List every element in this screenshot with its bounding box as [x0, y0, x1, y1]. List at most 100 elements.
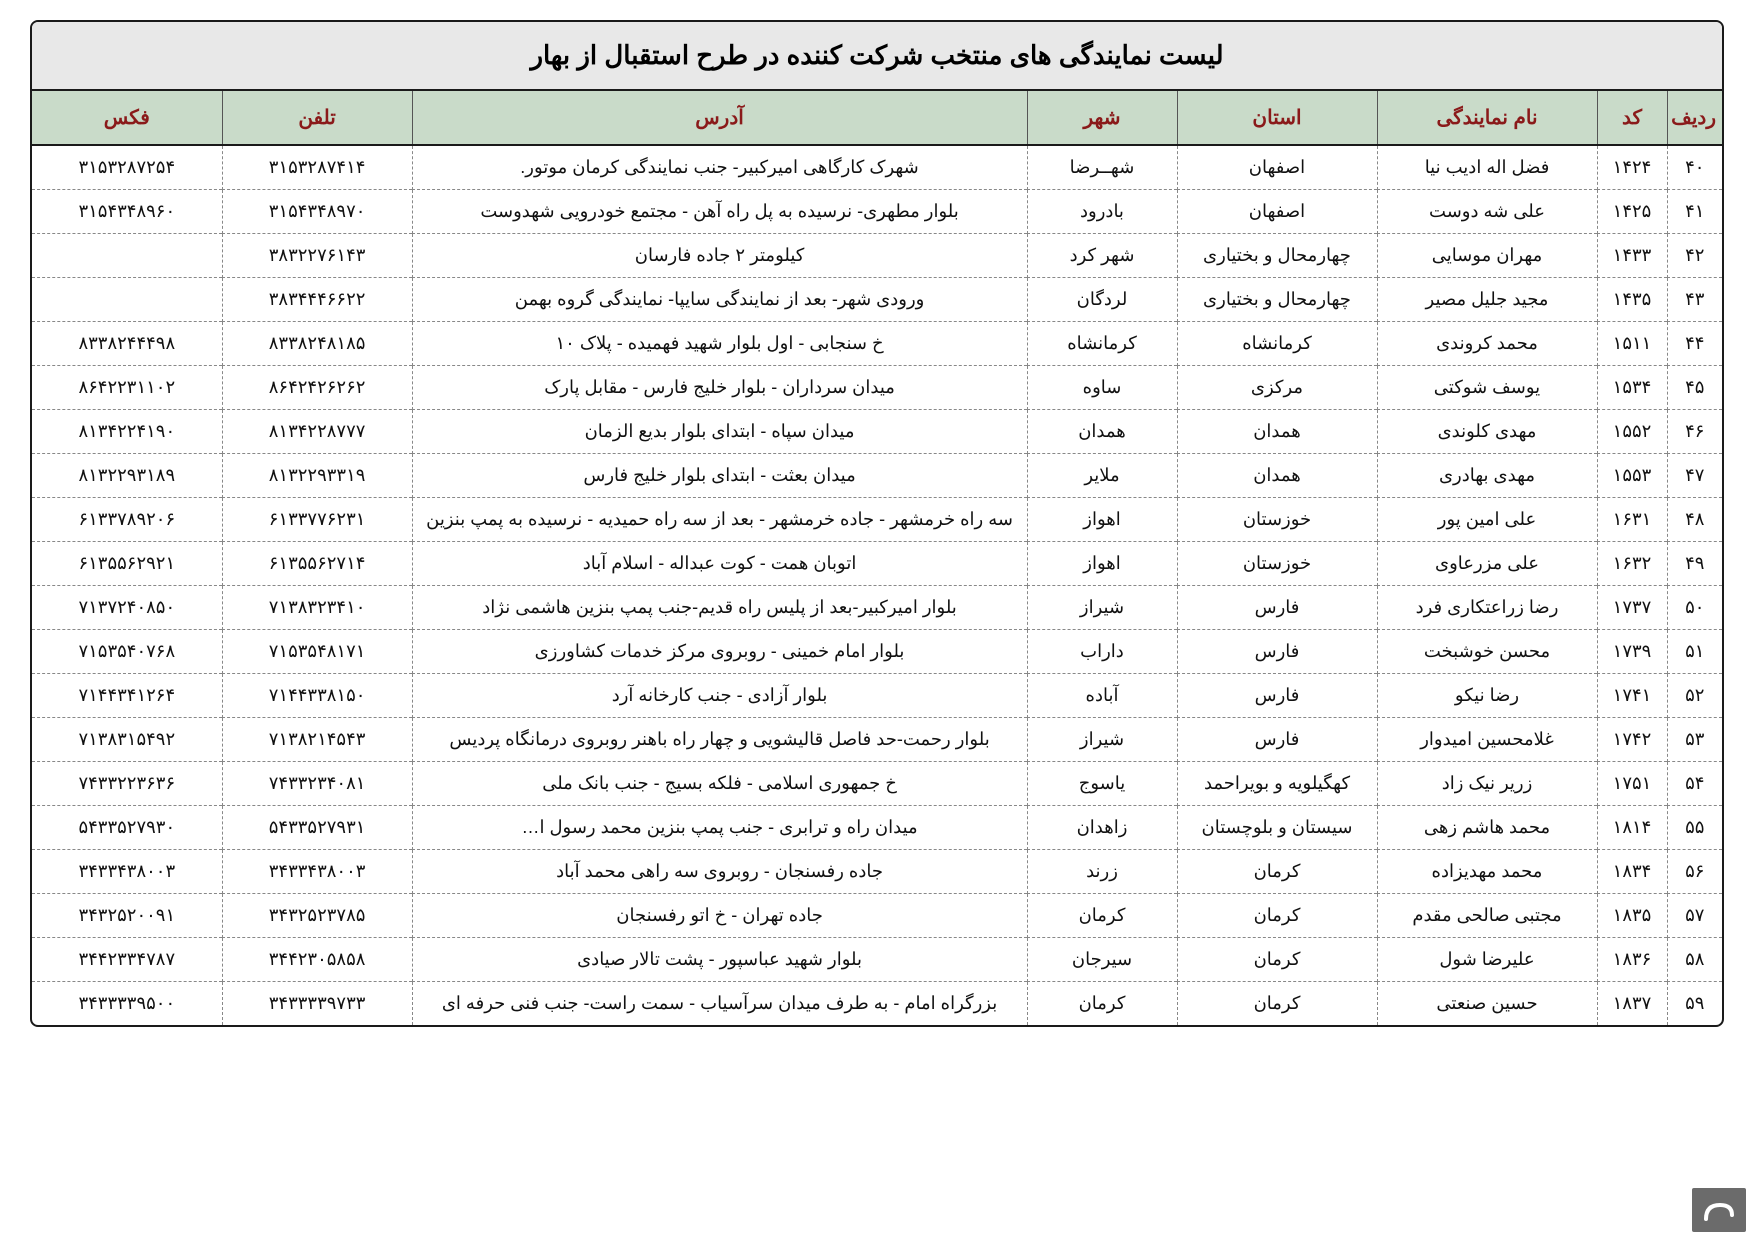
cell-name: محمد کروندی — [1377, 322, 1597, 366]
cell-fax: ۸۱۳۴۲۲۴۱۹۰ — [32, 410, 222, 454]
cell-name: رضا نیکو — [1377, 674, 1597, 718]
cell-code: ۱۷۴۱ — [1597, 674, 1667, 718]
cell-address: بلوار شهید عباسپور - پشت تالار صیادی — [412, 938, 1027, 982]
cell-code: ۱۶۳۱ — [1597, 498, 1667, 542]
hdr-fax: فکس — [32, 90, 222, 145]
cell-province: فارس — [1177, 586, 1377, 630]
cell-city: یاسوج — [1027, 762, 1177, 806]
cell-city: همدان — [1027, 410, 1177, 454]
cell-city: زرند — [1027, 850, 1177, 894]
cell-row: ۵۴ — [1667, 762, 1722, 806]
cell-tel: ۷۱۴۴۳۳۸۱۵۰ — [222, 674, 412, 718]
cell-row: ۵۷ — [1667, 894, 1722, 938]
cell-city: سیرجان — [1027, 938, 1177, 982]
cell-city: کرمان — [1027, 982, 1177, 1026]
footer-logo-icon — [1692, 1188, 1746, 1232]
cell-code: ۱۷۳۹ — [1597, 630, 1667, 674]
cell-fax — [32, 278, 222, 322]
table-row: ۴۷۱۵۵۳مهدی بهادریهمدانملایرمیدان بعثت - … — [32, 454, 1722, 498]
cell-code: ۱۴۳۳ — [1597, 234, 1667, 278]
cell-code: ۱۵۵۳ — [1597, 454, 1667, 498]
cell-name: محمد هاشم زهی — [1377, 806, 1597, 850]
cell-address: بلوار امیرکبیر-بعد از پلیس راه قدیم-جنب … — [412, 586, 1027, 630]
cell-name: رضا زراعتکاری فرد — [1377, 586, 1597, 630]
cell-code: ۱۸۳۵ — [1597, 894, 1667, 938]
cell-tel: ۸۱۳۴۲۲۸۷۷۷ — [222, 410, 412, 454]
table-title: لیست نمایندگی های منتخب شرکت کننده در طر… — [32, 22, 1722, 90]
cell-tel: ۶۱۳۳۷۷۶۲۳۱ — [222, 498, 412, 542]
cell-city: شهــرضا — [1027, 145, 1177, 190]
cell-fax: ۷۱۵۳۵۴۰۷۶۸ — [32, 630, 222, 674]
cell-fax: ۷۱۳۷۲۴۰۸۵۰ — [32, 586, 222, 630]
table-row: ۴۰۱۴۲۴فضل اله ادیب نیااصفهانشهــرضاشهرک … — [32, 145, 1722, 190]
cell-city: ملایر — [1027, 454, 1177, 498]
table-row: ۴۶۱۵۵۲مهدی کلوندیهمدانهمدانمیدان سپاه - … — [32, 410, 1722, 454]
cell-name: غلامحسین امیدوار — [1377, 718, 1597, 762]
cell-code: ۱۸۳۷ — [1597, 982, 1667, 1026]
cell-fax: ۷۱۳۸۳۱۵۴۹۲ — [32, 718, 222, 762]
cell-name: حسین صنعتی — [1377, 982, 1597, 1026]
dealers-table: لیست نمایندگی های منتخب شرکت کننده در طر… — [32, 22, 1722, 1025]
cell-tel: ۸۱۳۲۲۹۳۳۱۹ — [222, 454, 412, 498]
cell-code: ۱۴۳۵ — [1597, 278, 1667, 322]
cell-province: کرمان — [1177, 850, 1377, 894]
cell-name: محمد مهدیزاده — [1377, 850, 1597, 894]
cell-code: ۱۵۳۴ — [1597, 366, 1667, 410]
cell-row: ۴۵ — [1667, 366, 1722, 410]
cell-name: علی امین پور — [1377, 498, 1597, 542]
cell-fax: ۷۱۴۴۳۴۱۲۶۴ — [32, 674, 222, 718]
cell-province: اصفهان — [1177, 190, 1377, 234]
cell-name: زریر نیک زاد — [1377, 762, 1597, 806]
cell-city: داراب — [1027, 630, 1177, 674]
cell-tel: ۳۱۵۴۳۴۸۹۷۰ — [222, 190, 412, 234]
cell-fax: ۳۱۵۴۳۴۸۹۶۰ — [32, 190, 222, 234]
cell-city: شیراز — [1027, 586, 1177, 630]
cell-row: ۵۵ — [1667, 806, 1722, 850]
cell-row: ۴۹ — [1667, 542, 1722, 586]
cell-code: ۱۴۲۵ — [1597, 190, 1667, 234]
table-row: ۵۱۱۷۳۹محسن خوشبختفارسداراببلوار امام خمی… — [32, 630, 1722, 674]
cell-tel: ۳۴۴۲۳۰۵۸۵۸ — [222, 938, 412, 982]
cell-address: بلوار رحمت-حد فاصل قالیشویی و چهار راه ب… — [412, 718, 1027, 762]
cell-city: زاهدان — [1027, 806, 1177, 850]
table-row: ۵۰۱۷۳۷رضا زراعتکاری فردفارسشیرازبلوار ام… — [32, 586, 1722, 630]
cell-name: مجتبی صالحی مقدم — [1377, 894, 1597, 938]
cell-fax: ۶۱۳۳۷۸۹۲۰۶ — [32, 498, 222, 542]
table-row: ۴۲۱۴۳۳مهران موساییچهارمحال و بختیاریشهر … — [32, 234, 1722, 278]
cell-code: ۱۶۳۲ — [1597, 542, 1667, 586]
cell-address: بلوار آزادی - جنب کارخانه آرد — [412, 674, 1027, 718]
cell-city: اهواز — [1027, 542, 1177, 586]
cell-province: کرمان — [1177, 982, 1377, 1026]
cell-address: کیلومتر ۲ جاده فارسان — [412, 234, 1027, 278]
table-row: ۵۴۱۷۵۱زریر نیک زادکهگیلویه و بویراحمدیاس… — [32, 762, 1722, 806]
cell-province: سیستان و بلوچستان — [1177, 806, 1377, 850]
table-row: ۴۵۱۵۳۴یوسف شوکتیمرکزیساوهمیدان سرداران -… — [32, 366, 1722, 410]
cell-tel: ۳۸۳۴۴۴۶۶۲۲ — [222, 278, 412, 322]
cell-address: خ جمهوری اسلامی - فلکه بسیج - جنب بانک م… — [412, 762, 1027, 806]
cell-row: ۴۲ — [1667, 234, 1722, 278]
cell-fax: ۸۶۴۲۲۳۱۱۰۲ — [32, 366, 222, 410]
table-row: ۴۸۱۶۳۱علی امین پورخوزستاناهوازسه راه خرم… — [32, 498, 1722, 542]
cell-province: کرمان — [1177, 894, 1377, 938]
table-row: ۵۸۱۸۳۶علیرضا شولکرمانسیرجانبلوار شهید عب… — [32, 938, 1722, 982]
hdr-province: استان — [1177, 90, 1377, 145]
cell-fax: ۳۴۴۲۳۳۴۷۸۷ — [32, 938, 222, 982]
cell-province: کرمان — [1177, 938, 1377, 982]
cell-row: ۴۸ — [1667, 498, 1722, 542]
cell-tel: ۳۸۳۲۲۷۶۱۴۳ — [222, 234, 412, 278]
cell-code: ۱۸۳۴ — [1597, 850, 1667, 894]
hdr-city: شهر — [1027, 90, 1177, 145]
table-row: ۵۶۱۸۳۴محمد مهدیزادهکرمانزرندجاده رفسنجان… — [32, 850, 1722, 894]
cell-name: علی شه دوست — [1377, 190, 1597, 234]
cell-city: اهواز — [1027, 498, 1177, 542]
cell-name: یوسف شوکتی — [1377, 366, 1597, 410]
cell-row: ۴۴ — [1667, 322, 1722, 366]
cell-fax: ۳۴۳۳۳۳۹۵۰۰ — [32, 982, 222, 1026]
cell-row: ۴۱ — [1667, 190, 1722, 234]
cell-code: ۱۷۳۷ — [1597, 586, 1667, 630]
cell-row: ۴۳ — [1667, 278, 1722, 322]
hdr-code: کد — [1597, 90, 1667, 145]
cell-tel: ۳۱۵۳۲۸۷۴۱۴ — [222, 145, 412, 190]
cell-row: ۵۶ — [1667, 850, 1722, 894]
cell-code: ۱۵۵۲ — [1597, 410, 1667, 454]
